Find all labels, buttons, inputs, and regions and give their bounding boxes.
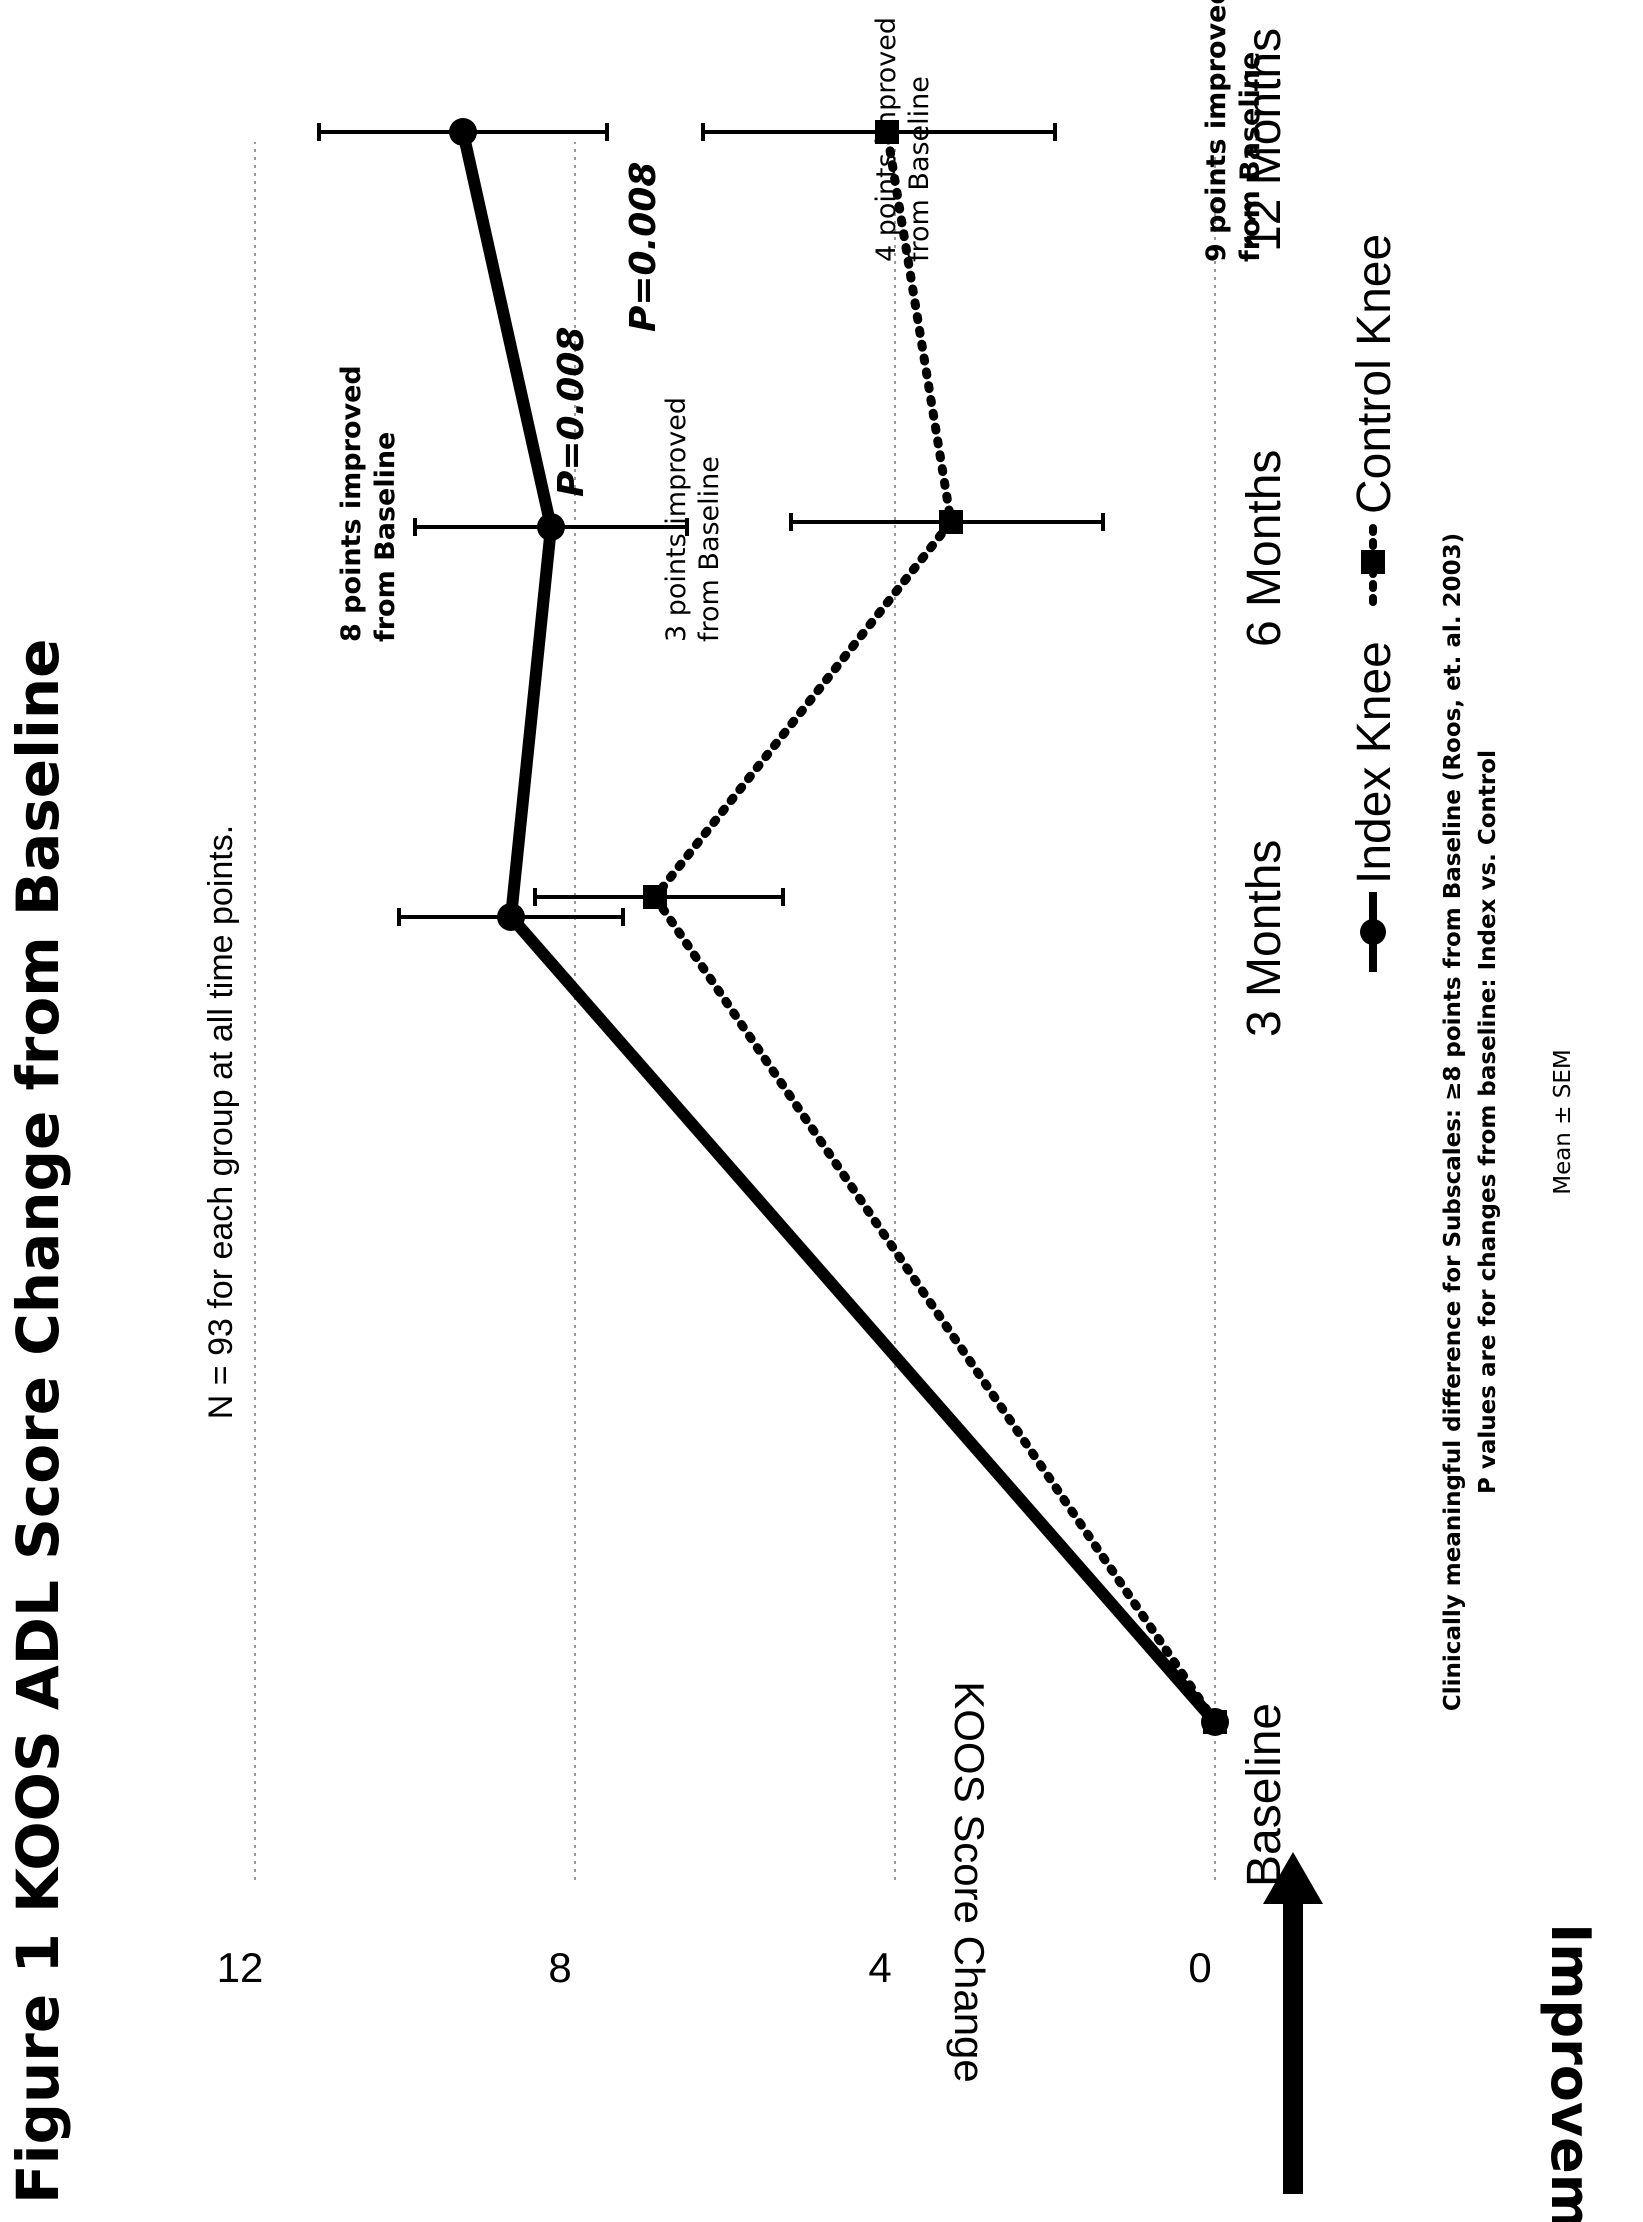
annotation-12m-control-line1: 4 points improved bbox=[871, 17, 902, 262]
annotation-6m-index-line2: from Baseline bbox=[370, 432, 401, 642]
x-tick-baseline: Baseline bbox=[1238, 1703, 1291, 1887]
annotation-12m-index: 9 points improved from Baseline bbox=[1201, 0, 1266, 262]
annotation-6m-control-line1: 3 points improved bbox=[661, 397, 692, 642]
legend-control-marker bbox=[1361, 550, 1385, 574]
y-tick-12: 12 bbox=[217, 1944, 264, 1991]
series-markers bbox=[449, 118, 1229, 1736]
legend-index-knee: Index Knee bbox=[1348, 641, 1401, 972]
y-tick-labels: 0 4 8 12 bbox=[217, 1944, 1212, 1991]
footnote-mean-sem: Mean ± SEM bbox=[1550, 1049, 1576, 1195]
marker-control-knee-1 bbox=[643, 885, 667, 909]
y-axis-label: KOOS Score Change bbox=[946, 1681, 993, 2083]
annotation-12m-control: 4 points improved from Baseline bbox=[871, 17, 935, 262]
legend-index-label: Index Knee bbox=[1348, 641, 1401, 884]
improvement-label: Improvement bbox=[1539, 1923, 1602, 2222]
legend-index-marker bbox=[1360, 919, 1386, 945]
improvement-arrow bbox=[1263, 1852, 1323, 2194]
footnote-pvalues: P values are for changes from baseline: … bbox=[1475, 750, 1501, 1494]
x-tick-3-months: 3 Months bbox=[1238, 840, 1291, 1037]
marker-control-knee-0 bbox=[1203, 1710, 1227, 1734]
annotation-12m-index-line2: from Baseline bbox=[1235, 52, 1266, 262]
marker-index-knee-2 bbox=[537, 513, 565, 541]
series-line-index-knee bbox=[457, 130, 1220, 1726]
legend: Index Knee Control Knee bbox=[1348, 234, 1401, 972]
annotation-6m-index: 8 points improved from Baseline bbox=[336, 365, 401, 642]
y-tick-0: 0 bbox=[1188, 1944, 1211, 1991]
legend-control-label: Control Knee bbox=[1348, 234, 1401, 514]
annotation-6m-control-line2: from Baseline bbox=[694, 456, 725, 642]
y-tick-8: 8 bbox=[548, 1944, 571, 1991]
gridlines bbox=[254, 142, 1216, 1880]
marker-index-knee-1 bbox=[497, 903, 525, 931]
p-value-6m: P=0.008 bbox=[551, 327, 592, 497]
chart-subtitle: N = 93 for each group at all time points… bbox=[202, 825, 240, 1419]
series-line-control-knee bbox=[649, 127, 1220, 1727]
annotation-6m-index-line1: 8 points improved bbox=[336, 365, 367, 642]
x-tick-12-months: 12 Months bbox=[1238, 28, 1291, 252]
annotation-12m-control-line2: from Baseline bbox=[904, 76, 935, 262]
legend-control-knee: Control Knee bbox=[1348, 234, 1401, 606]
marker-control-knee-3 bbox=[875, 120, 899, 144]
annotation-6m-control: 3 points improved from Baseline bbox=[661, 397, 725, 642]
x-tick-6-months: 6 Months bbox=[1238, 450, 1291, 647]
arrow-head bbox=[1263, 1852, 1323, 1904]
marker-index-knee-3 bbox=[449, 118, 477, 146]
footnote-clinical: Clinically meaningful difference for Sub… bbox=[1440, 533, 1466, 1711]
annotation-12m-index-line1: 9 points improved bbox=[1201, 0, 1232, 262]
y-tick-4: 4 bbox=[868, 1944, 891, 1991]
x-tick-labels: Baseline 3 Months 6 Months 12 Months bbox=[1238, 28, 1291, 1887]
series-lines bbox=[457, 127, 1220, 1727]
figure-title: Figure 1 KOOS ADL Score Change from Base… bbox=[4, 639, 72, 2204]
marker-control-knee-2 bbox=[939, 510, 963, 534]
p-value-12m: P=0.008 bbox=[623, 162, 664, 332]
